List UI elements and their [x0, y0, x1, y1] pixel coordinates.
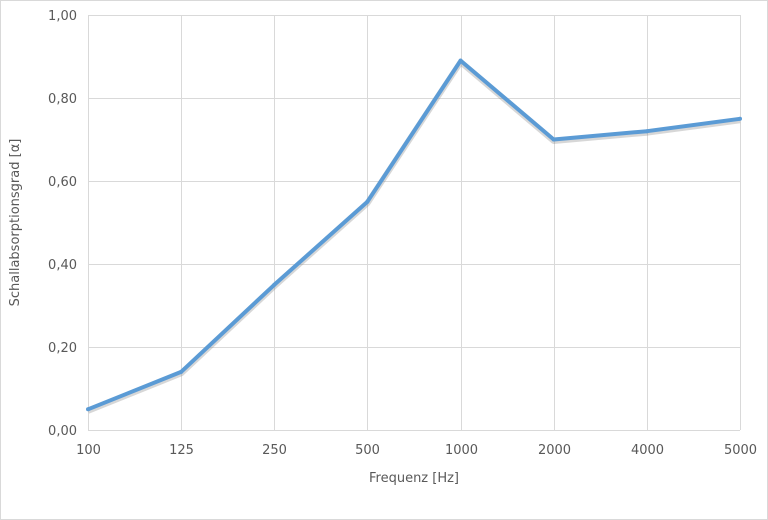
data-point	[644, 129, 649, 134]
data-point	[738, 116, 742, 121]
data-point	[365, 199, 370, 204]
data-series	[86, 58, 742, 414]
y-axis-title: Schallabsorptionsgrad [α]	[8, 139, 23, 307]
data-point	[551, 137, 556, 142]
x-tick-label: 500	[355, 443, 380, 458]
x-tick-label: 125	[169, 443, 194, 458]
data-point	[86, 407, 90, 412]
x-tick-label: 250	[262, 443, 287, 458]
x-tick-label: 5000	[724, 443, 757, 458]
y-tick-label: 0,40	[48, 258, 77, 273]
y-tick-label: 1,00	[48, 9, 77, 24]
y-tick-label: 0,20	[48, 341, 77, 356]
tick-labels: 0,00 0,20 0,40 0,60 0,80 1,00 100 125 250 500 1000…	[48, 9, 757, 458]
x-tick-label: 100	[76, 443, 101, 458]
data-point	[458, 58, 463, 63]
y-tick-label: 0,80	[48, 92, 77, 107]
data-point	[179, 369, 184, 374]
series-line-shadow	[86, 59, 741, 414]
x-tick-label: 1000	[445, 443, 478, 458]
x-axis-title: Frequenz [Hz]	[369, 471, 459, 486]
x-tick-label: 4000	[631, 443, 664, 458]
y-tick-label: 0,00	[48, 424, 77, 439]
y-tick-label: 0,60	[48, 175, 77, 190]
series-line	[87, 58, 741, 412]
grid-lines	[88, 15, 741, 431]
x-tick-label: 2000	[538, 443, 571, 458]
data-point	[272, 282, 277, 287]
